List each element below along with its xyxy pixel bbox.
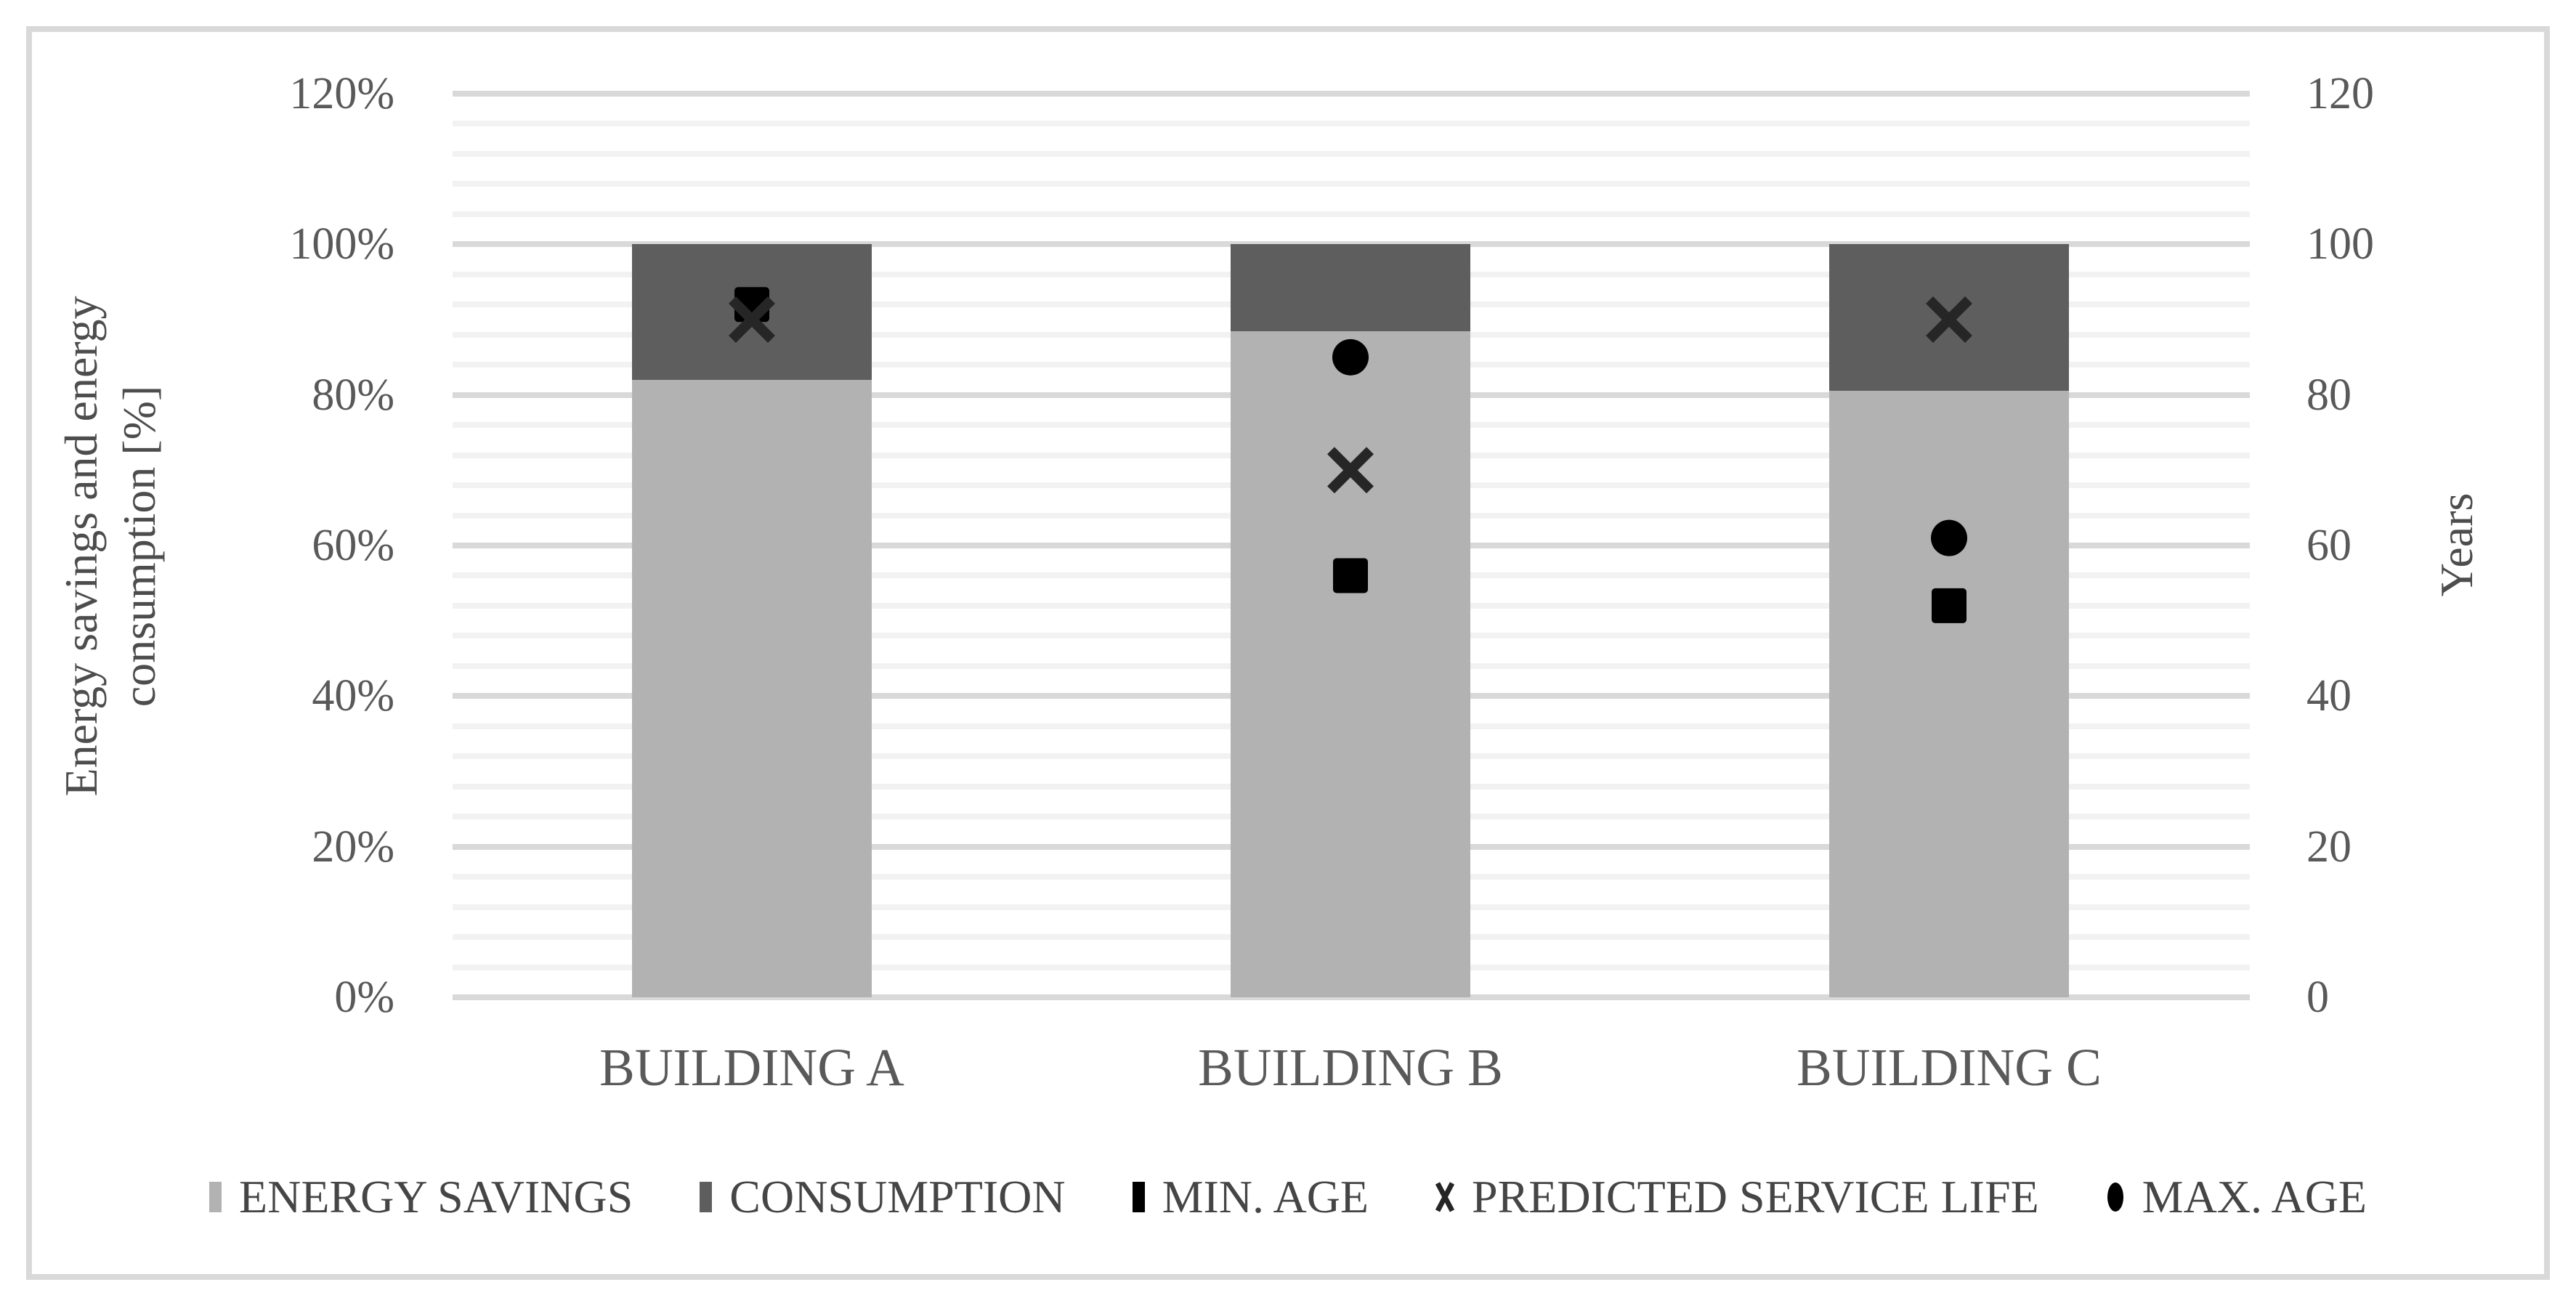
legend-label: CONSUMPTION [729, 1171, 1066, 1222]
right-axis-title: Years [2431, 492, 2482, 597]
legend-swatch-bar [209, 1182, 222, 1212]
marker-x-building-b [1327, 447, 1374, 494]
legend-label: ENERGY SAVINGS [239, 1171, 633, 1222]
left-axis-title-line2: consumption [%] [113, 385, 165, 707]
left-axis-tick: 120% [289, 69, 394, 118]
legend-item-energy-savings: ENERGY SAVINGS [209, 1172, 633, 1222]
right-axis-tick: 120 [2306, 69, 2374, 118]
left-axis-tick: 20% [312, 822, 394, 872]
legend-item-predicted-service-life: PREDICTED SERVICE LIFE [1435, 1172, 2039, 1222]
left-axis-tick: 40% [312, 671, 394, 721]
marker-square-building-b [1333, 558, 1368, 593]
legend-item-consumption: CONSUMPTION [700, 1171, 1066, 1222]
legend-label: PREDICTED SERVICE LIFE [1472, 1171, 2039, 1222]
bar-energy-savings-building-c [1829, 391, 2069, 997]
minor-gridline [453, 181, 2250, 187]
right-axis-tick: 20 [2306, 822, 2352, 872]
marker-x-building-c [1926, 296, 1972, 343]
right-axis-tick: 60 [2306, 521, 2352, 570]
right-axis-tick: 40 [2306, 671, 2352, 721]
right-axis-tick: 100 [2306, 219, 2374, 269]
left-axis-tick: 100% [289, 219, 394, 269]
minor-gridline [453, 121, 2250, 127]
right-axis-tick: 80 [2306, 370, 2352, 420]
left-axis-tick: 60% [312, 521, 394, 570]
legend-swatch-square [1132, 1182, 1145, 1212]
major-gridline [453, 91, 2250, 97]
left-axis-title-line1: Energy savings and energy [55, 296, 107, 797]
minor-gridline [453, 150, 2250, 157]
legend-label: MIN. AGE [1162, 1171, 1369, 1222]
legend: ENERGY SAVINGS CONSUMPTION MIN. AGE PREDICT… [0, 1159, 2576, 1235]
legend-label: MAX. AGE [2142, 1171, 2367, 1222]
minor-gridline [453, 211, 2250, 217]
legend-item-max-age: MAX. AGE [2106, 1172, 2367, 1222]
legend-swatch-circle [2107, 1183, 2123, 1212]
left-axis-tick: 0% [334, 973, 394, 1022]
left-axis-title: Energy savings and energy consumption [%… [52, 296, 169, 796]
legend-swatch-x [1435, 1182, 1454, 1212]
marker-circle-building-b [1332, 338, 1369, 376]
bar-consumption-building-b [1231, 244, 1470, 331]
major-gridline [453, 994, 2250, 1000]
marker-x-building-a [729, 296, 775, 343]
bar-energy-savings-building-a [632, 379, 872, 997]
category-label-building-c: BUILDING C [1797, 1038, 2102, 1097]
category-label-building-a: BUILDING A [599, 1038, 904, 1097]
marker-square-building-c [1932, 588, 1967, 623]
left-axis-tick: 80% [312, 370, 394, 420]
bar-energy-savings-building-b [1231, 330, 1470, 997]
marker-circle-building-c [1931, 519, 1967, 556]
category-label-building-b: BUILDING B [1198, 1038, 1503, 1097]
legend-item-min-age: MIN. AGE [1132, 1171, 1369, 1222]
legend-swatch-bar [700, 1182, 713, 1212]
right-axis-tick: 0 [2306, 973, 2329, 1022]
